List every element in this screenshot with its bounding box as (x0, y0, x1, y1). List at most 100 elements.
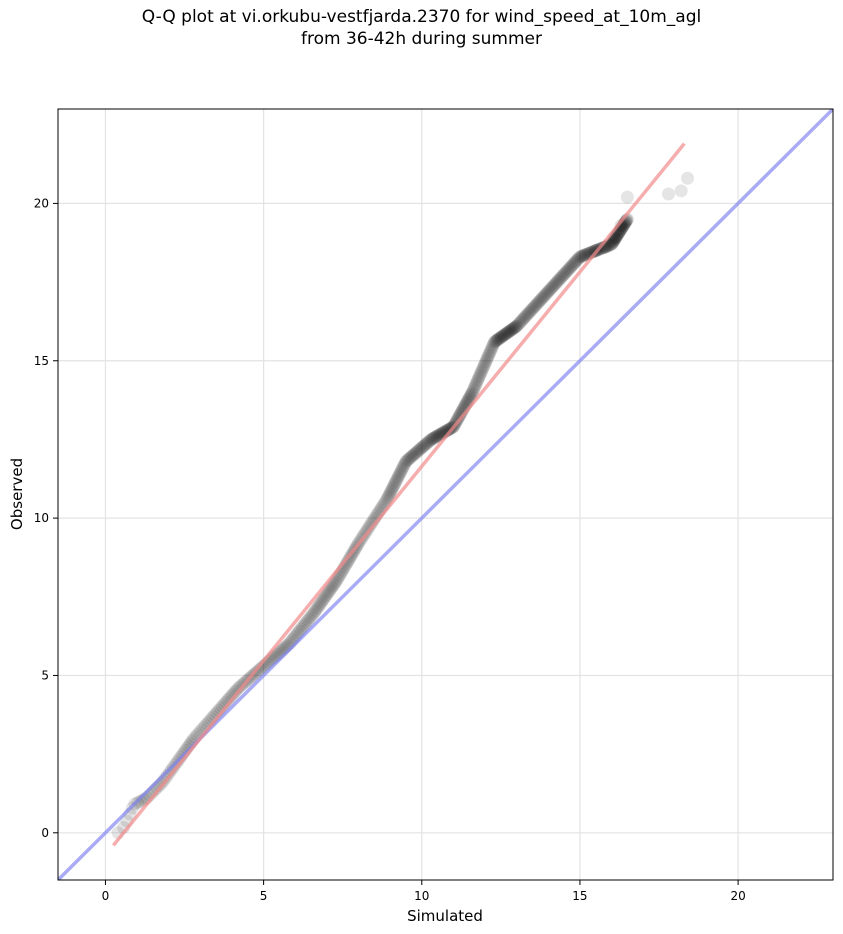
qq-point (575, 249, 589, 263)
qq-point (499, 327, 513, 341)
qq-point (420, 436, 434, 450)
qq-point (606, 235, 620, 249)
qq-point (563, 261, 577, 275)
qq-point (483, 345, 497, 359)
qq-point (384, 483, 398, 497)
qq-point (162, 766, 176, 780)
qq-point (294, 622, 308, 636)
qq-point (421, 436, 435, 450)
qq-point (385, 481, 399, 495)
qq-point (525, 302, 539, 316)
qq-point (300, 615, 314, 629)
qq-point (307, 605, 321, 619)
qq-point (574, 250, 588, 264)
qq-point (319, 589, 333, 603)
qq-point (298, 616, 312, 630)
qq-point (480, 353, 494, 367)
qq-point (492, 332, 506, 346)
qq-point (416, 439, 430, 453)
qq-point (604, 238, 618, 252)
qq-point (522, 306, 536, 320)
qq-point (510, 319, 524, 333)
qq-point (595, 241, 609, 255)
qq-point (487, 336, 501, 350)
qq-point (410, 445, 424, 459)
qq-point (497, 328, 511, 342)
qq-point (475, 362, 489, 376)
qq-point (477, 359, 491, 373)
qq-point (429, 430, 443, 444)
qq-point (442, 423, 456, 437)
qq-point (494, 331, 508, 345)
y-axis-label: Observed (8, 458, 26, 530)
qq-point (536, 290, 550, 304)
qq-point (476, 361, 490, 375)
qq-point (502, 325, 516, 339)
qq-point (506, 322, 520, 336)
qq-point (409, 446, 423, 460)
qq-point (530, 297, 544, 311)
qq-point (489, 334, 503, 348)
qq-point (390, 473, 404, 487)
qq-point (542, 284, 556, 298)
qq-point (578, 248, 592, 262)
qq-point (572, 251, 586, 265)
qq-point (133, 794, 147, 808)
qq-point (474, 366, 488, 380)
qq-point (577, 248, 591, 262)
qq-point (488, 335, 502, 349)
qq-point (532, 295, 546, 309)
qq-point (494, 330, 508, 344)
qq-point (387, 478, 401, 492)
qq-point (314, 596, 328, 610)
qq-point (499, 326, 513, 340)
qq-point (401, 453, 415, 467)
qq-point (313, 598, 327, 612)
qq-point (493, 331, 507, 345)
qq-point (411, 444, 425, 458)
y-tick-label: 10 (34, 511, 49, 525)
qq-point (316, 593, 330, 607)
qq-point (470, 374, 484, 388)
qq-point (231, 681, 245, 695)
qq-point (620, 190, 634, 204)
qq-point (325, 580, 339, 594)
qq-point (388, 476, 402, 490)
qq-point (391, 471, 405, 485)
qq-point (417, 438, 431, 452)
qq-point (419, 437, 433, 451)
qq-point (555, 270, 569, 284)
qq-point (605, 237, 619, 251)
x-tick-label: 5 (260, 889, 268, 903)
qq-point (342, 553, 356, 567)
qq-point (398, 457, 412, 471)
qq-point (533, 294, 547, 308)
qq-point (467, 382, 481, 396)
qq-point (226, 687, 240, 701)
qq-point (386, 480, 400, 494)
lines-layer (58, 109, 833, 880)
qq-point (558, 266, 572, 280)
qq-point (475, 364, 489, 378)
qq-point (500, 326, 514, 340)
y-tick-label: 0 (41, 826, 49, 840)
qq-point (485, 340, 499, 354)
qq-point (297, 618, 311, 632)
qq-point (524, 303, 538, 317)
qq-point (552, 273, 566, 287)
qq-point (326, 579, 340, 593)
qq-point (405, 449, 419, 463)
qq-point (224, 689, 238, 703)
qq-point (485, 342, 499, 356)
qq-point (515, 313, 529, 327)
qq-point (576, 249, 590, 263)
qq-point (607, 233, 621, 247)
qq-point (490, 333, 504, 347)
qq-point (512, 317, 526, 331)
qq-point (484, 343, 498, 357)
qq-point (523, 304, 537, 318)
qq-point (496, 329, 510, 343)
qq-point (478, 357, 492, 371)
qq-point (550, 275, 564, 289)
